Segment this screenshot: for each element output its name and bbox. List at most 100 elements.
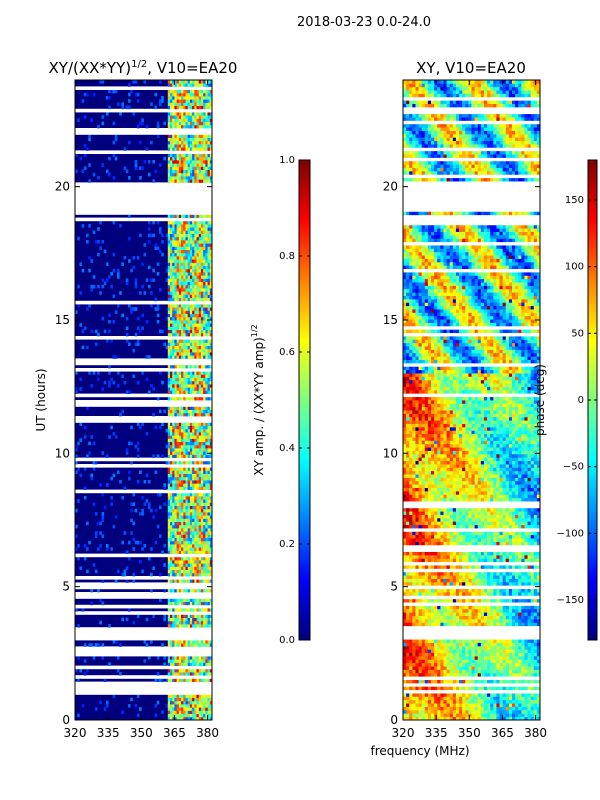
- heatmap-cell: [196, 320, 200, 324]
- heatmap-cell: [174, 483, 178, 487]
- heatmap-cell: [196, 112, 200, 116]
- heatmap-cell: [88, 137, 91, 142]
- heatmap-cell: [128, 704, 131, 708]
- heatmap-cell: [194, 320, 197, 324]
- heatmap-cell: [480, 618, 485, 623]
- heatmap-cell: [205, 387, 208, 391]
- heatmap-cell: [170, 240, 173, 244]
- heatmap-cell: [170, 233, 173, 238]
- heatmap-cell: [192, 348, 195, 353]
- heatmap-cell: [409, 618, 413, 623]
- heatmap-cell: [524, 618, 528, 623]
- heatmap-cell: [427, 666, 432, 670]
- heatmap-cell: [174, 326, 178, 330]
- heatmap-cell: [471, 615, 476, 620]
- heatmap-cell: [170, 412, 173, 417]
- heatmap-cell: [183, 502, 186, 506]
- heatmap-cell: [437, 686, 441, 691]
- heatmap-cell: [119, 112, 122, 116]
- heatmap-cell: [192, 310, 195, 314]
- heatmap-cell: [483, 679, 488, 684]
- heatmap-cell: [187, 662, 191, 666]
- heatmap-cell: [192, 396, 195, 401]
- heatmap-cell: [205, 246, 208, 250]
- heatmap-cell: [178, 467, 182, 471]
- heatmap-cell: [209, 83, 212, 87]
- heatmap-cell: [192, 214, 195, 218]
- heatmap-cell: [403, 666, 407, 670]
- heatmap-cell: [181, 672, 184, 676]
- heatmap-cell: [185, 620, 189, 625]
- heatmap-cell: [178, 281, 182, 286]
- heatmap-cell: [205, 249, 208, 254]
- heatmap-cell: [183, 460, 186, 465]
- heatmap-cell: [200, 668, 204, 673]
- heatmap-cell: [200, 281, 204, 286]
- heatmap-cell: [167, 556, 171, 561]
- heatmap-cell: [446, 716, 451, 720]
- heatmap-cell: [198, 572, 202, 577]
- heatmap-cell: [207, 598, 211, 602]
- heatmap-cell: [527, 686, 532, 691]
- heatmap-cell: [172, 556, 175, 561]
- heatmap-cell: [181, 451, 184, 455]
- heatmap-cell: [192, 569, 195, 574]
- heatmap-cell: [181, 643, 184, 647]
- heatmap-cell: [189, 102, 193, 106]
- heatmap-cell: [196, 371, 200, 375]
- heatmap-cell: [434, 699, 438, 704]
- heatmap-cell: [427, 588, 432, 593]
- heatmap-cell: [502, 696, 507, 701]
- heatmap-cell: [194, 467, 197, 471]
- heatmap-cell: [172, 374, 175, 378]
- heatmap-cell: [536, 656, 540, 660]
- heatmap-cell: [203, 377, 206, 382]
- heatmap-cell: [185, 579, 189, 583]
- heatmap-cell: [424, 622, 429, 627]
- heatmap-cell: [172, 329, 175, 334]
- heatmap-cell: [200, 518, 204, 522]
- heatmap-cell: [493, 679, 497, 684]
- heatmap-cell: [174, 371, 178, 375]
- heatmap-cell: [187, 454, 191, 458]
- heatmap-cell: [75, 448, 78, 452]
- heatmap-cell: [203, 326, 206, 330]
- heatmap-cell: [183, 617, 186, 622]
- heatmap-cell: [196, 262, 200, 266]
- heatmap-cell: [192, 278, 195, 282]
- heatmap-cell: [192, 355, 195, 359]
- heatmap-cell: [185, 83, 189, 87]
- heatmap-cell: [194, 556, 197, 561]
- heatmap-cell: [176, 332, 180, 337]
- heatmap-cell: [205, 304, 208, 308]
- heatmap-cell: [170, 704, 173, 708]
- heatmap-cell: [406, 639, 410, 643]
- heatmap-cell: [136, 540, 140, 545]
- heatmap-cell: [533, 669, 538, 674]
- heatmap-cell: [483, 639, 488, 643]
- heatmap-cell: [185, 227, 189, 231]
- heatmap-cell: [174, 470, 178, 474]
- heatmap-cell: [147, 265, 151, 270]
- heatmap-cell: [81, 345, 85, 350]
- heatmap-cell: [480, 588, 485, 593]
- heatmap-cell: [446, 588, 451, 593]
- heatmap-cell: [205, 384, 208, 388]
- heatmap-cell: [170, 224, 173, 228]
- heatmap-cell: [81, 268, 85, 273]
- heatmap-cell: [170, 515, 173, 519]
- heatmap-cell: [198, 355, 202, 359]
- heatmap-cell: [203, 214, 206, 218]
- heatmap-cell: [209, 288, 212, 292]
- heatmap-cell: [178, 345, 182, 350]
- heatmap-cell: [183, 352, 186, 356]
- heatmap-cell: [192, 432, 195, 436]
- heatmap-cell: [192, 496, 195, 500]
- heatmap-cell: [515, 639, 519, 643]
- heatmap-cell: [92, 460, 96, 465]
- heatmap-cell: [187, 326, 191, 330]
- heatmap-cell: [200, 672, 204, 676]
- heatmap-cell: [161, 422, 164, 426]
- heatmap-cell: [128, 92, 131, 97]
- heatmap-cell: [468, 649, 472, 654]
